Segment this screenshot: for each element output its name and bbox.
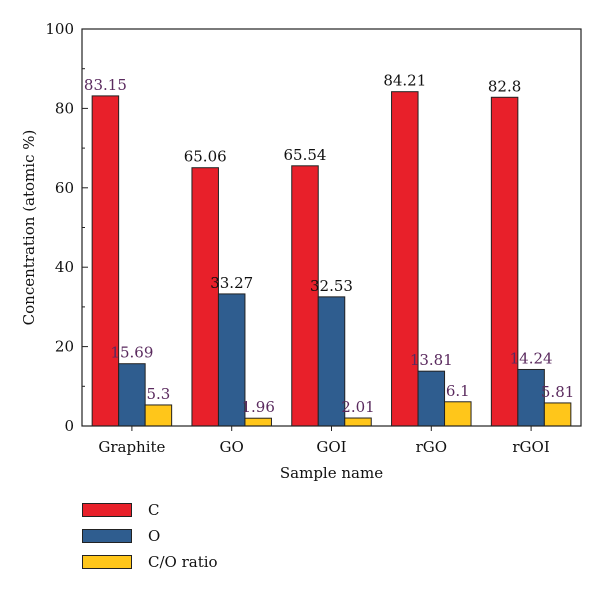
bar-o-graphite (118, 363, 146, 427)
bar-o-rgo (417, 370, 446, 427)
legend-swatch-c (82, 503, 132, 517)
legend-label-c: C (148, 501, 160, 519)
bar-c-o-ratio-rgoi (543, 402, 572, 427)
bar-c-rgoi (490, 96, 519, 427)
x-axis-title: Sample name (280, 464, 383, 482)
data-label: 84.21 (383, 72, 426, 90)
legend: C O C/O ratio (82, 497, 218, 575)
bar-c-graphite (91, 95, 120, 427)
legend-label-co-ratio: C/O ratio (148, 553, 218, 571)
legend-item-o: O (82, 523, 218, 549)
legend-label-o: O (148, 527, 161, 545)
legend-item-co-ratio: C/O ratio (82, 549, 218, 575)
bar-c-o-ratio-goi (344, 417, 372, 427)
legend-swatch-o (82, 529, 132, 543)
y-tick-label: 100 (45, 20, 74, 38)
data-label: 2.01 (341, 398, 374, 416)
y-tick-label: 80 (55, 99, 74, 117)
data-label: 33.27 (210, 274, 253, 292)
bar-c-go (191, 167, 219, 427)
legend-swatch-co-ratio (82, 555, 132, 569)
x-tick-label: rGO (416, 438, 447, 456)
bar-c-o-ratio-rgo (444, 401, 472, 427)
legend-item-c: C (82, 497, 218, 523)
data-label: 5.3 (146, 385, 170, 403)
data-label: 1.96 (241, 398, 274, 416)
bar-o-rgoi (517, 368, 545, 427)
bar-c-o-ratio-go (244, 417, 272, 427)
bar-c-goi (291, 165, 319, 427)
data-label: 32.53 (310, 277, 353, 295)
x-tick-label: Graphite (98, 438, 165, 456)
data-label: 13.81 (410, 351, 453, 369)
data-label: 5.81 (541, 383, 574, 401)
data-label: 14.24 (510, 349, 553, 367)
data-label: 82.8 (488, 77, 521, 95)
x-tick-label: GO (220, 438, 244, 456)
bar-c-rgo (391, 91, 419, 427)
bar-o-go (217, 293, 246, 427)
x-tick-label: rGOI (512, 438, 549, 456)
data-label: 83.15 (84, 76, 127, 94)
bar-o-goi (317, 296, 346, 427)
x-tick-label: GOI (316, 438, 346, 456)
data-label: 15.69 (110, 344, 153, 362)
data-label: 65.06 (184, 148, 227, 166)
bar-c-o-ratio-graphite (144, 404, 173, 427)
y-tick-label: 60 (55, 179, 74, 197)
y-axis-title: Concentration (atomic %) (20, 130, 38, 326)
y-tick-label: 0 (64, 417, 74, 435)
data-label: 65.54 (284, 146, 327, 164)
y-tick-label: 20 (55, 338, 74, 356)
data-label: 6.1 (446, 382, 470, 400)
y-tick-label: 40 (55, 258, 74, 276)
